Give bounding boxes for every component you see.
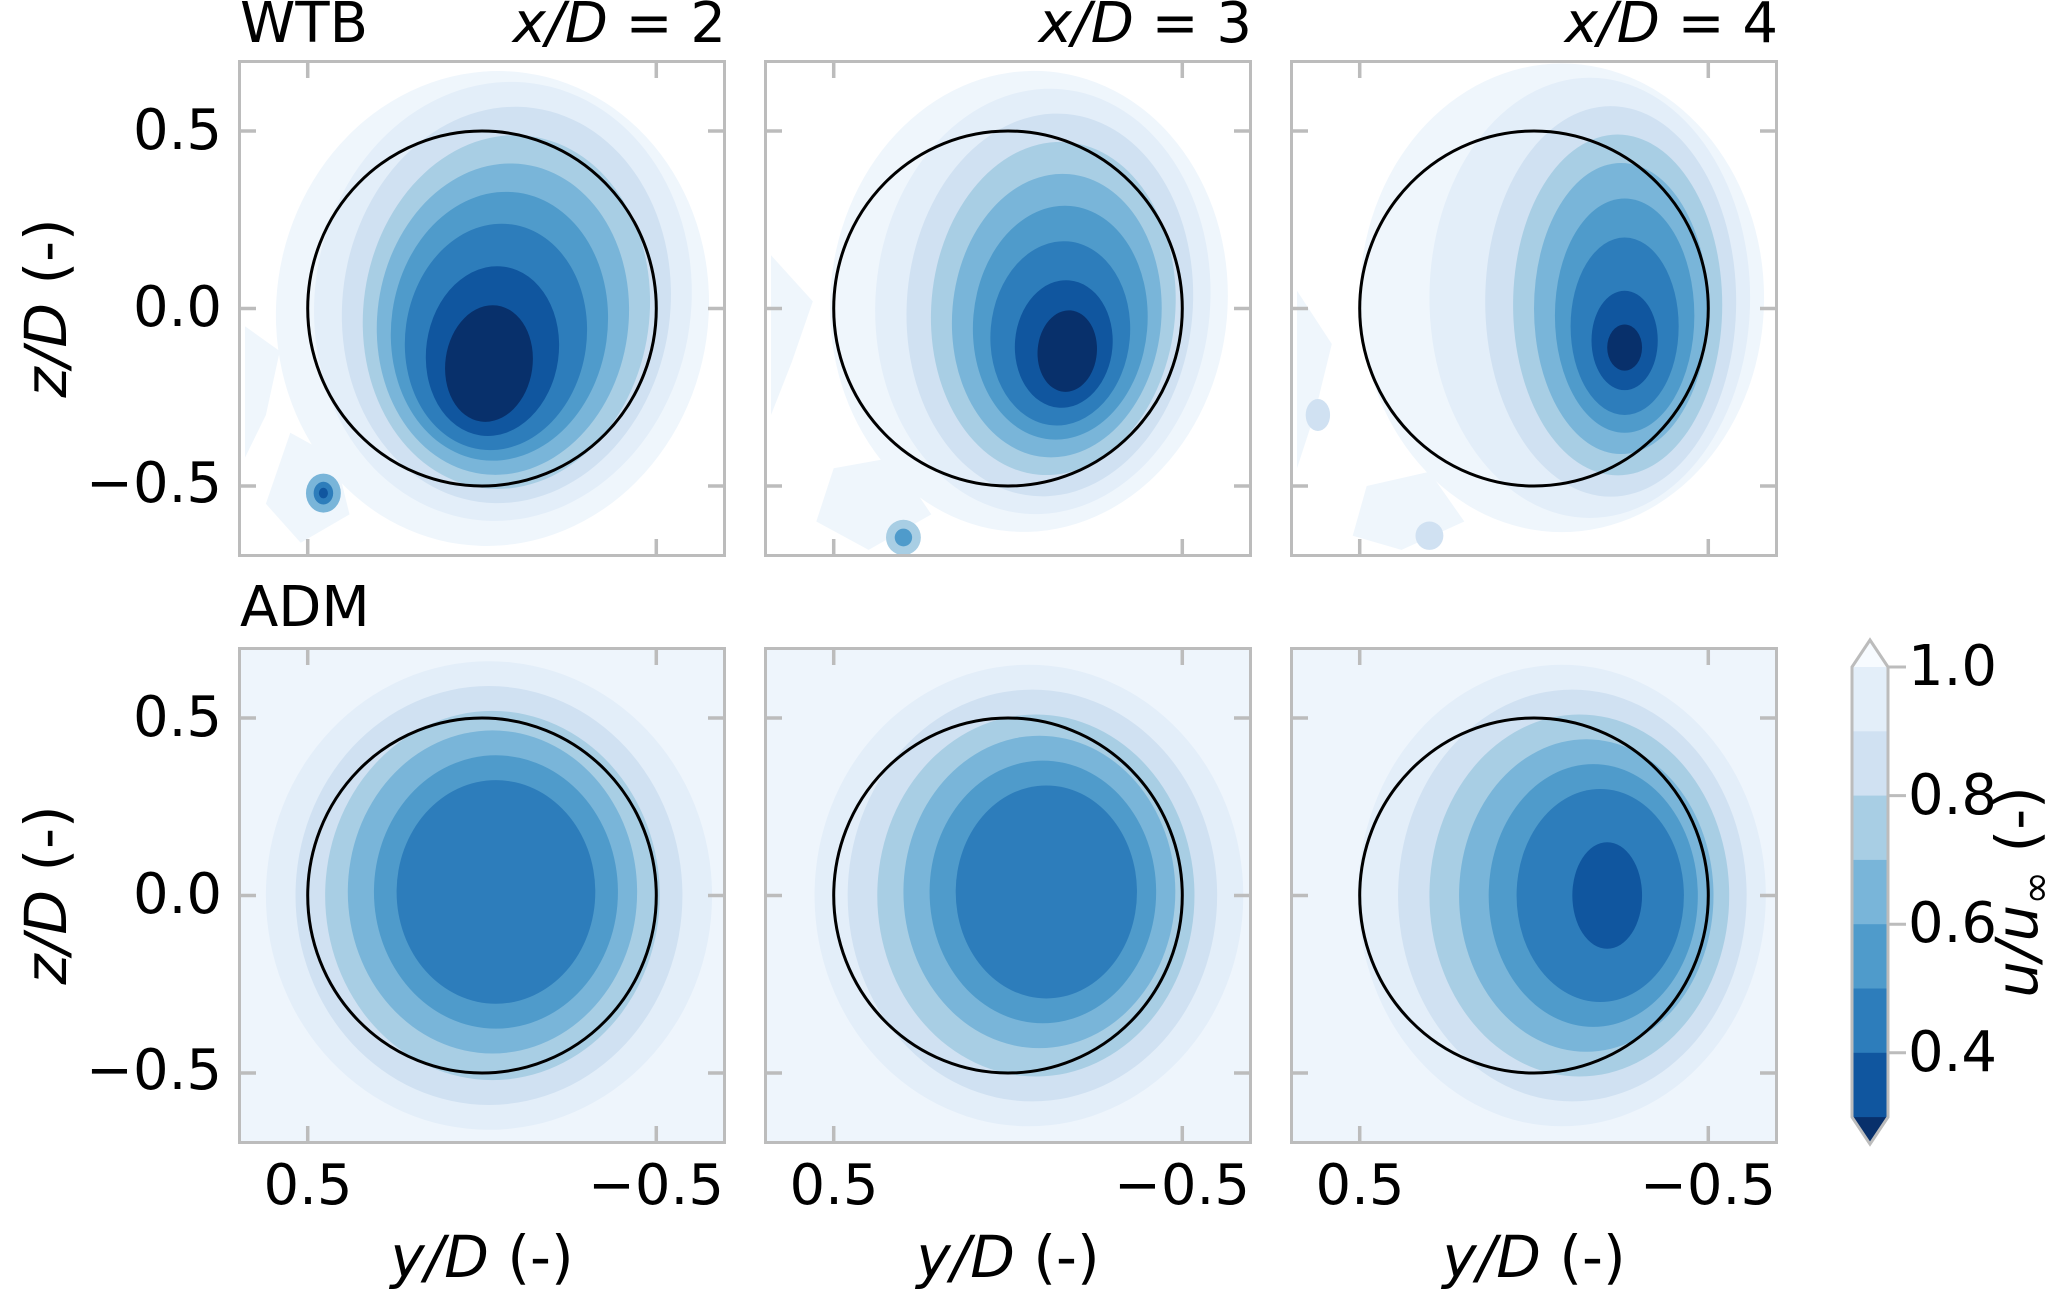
contour-ring-level-0.4 [955, 785, 1137, 999]
colorbar-band [1852, 859, 1888, 925]
contour-plot-svg [238, 647, 726, 1144]
colorbar-under-arrow [1852, 1117, 1888, 1145]
y-tick-label: 0.5 [132, 98, 222, 163]
title-variable: x/D [512, 0, 608, 56]
y-tick-label: −0.5 [86, 1038, 222, 1103]
row-label-wtb: WTB [240, 0, 368, 56]
x-axis-variable: y/D [916, 1223, 1015, 1291]
colorbar-band [1852, 924, 1888, 990]
title-value: = 4 [1659, 0, 1778, 56]
y-tick-label: 0.0 [132, 275, 222, 340]
contour-plot-svg [764, 647, 1252, 1144]
rotor-circle-outline [832, 716, 1184, 1075]
x-tick-label: 0.5 [263, 1153, 353, 1218]
x-tick-label: 0.5 [789, 1153, 879, 1218]
contour-panel-wtb-xd4 [1290, 60, 1778, 557]
contour-plot-svg [1290, 647, 1778, 1144]
contour-spot [1305, 399, 1331, 431]
x-tick-label: −0.5 [1114, 1153, 1250, 1218]
title-variable: x/D [1564, 0, 1660, 56]
axes-frame [764, 60, 1252, 557]
axes-frame [764, 647, 1252, 1144]
y-tick-label: −0.5 [86, 451, 222, 516]
panel-title-xd2: x/D = 2 [306, 0, 726, 52]
contour-panel-adm-xd2 [238, 647, 726, 1144]
colorbar-over-arrow [1852, 640, 1888, 667]
rotor-circle-outline [306, 129, 658, 488]
contour-panel-wtb-xd2 [238, 60, 726, 557]
x-axis-unit: (-) [1540, 1223, 1626, 1291]
rotor-circle-outline [832, 129, 1184, 488]
contour-patch [771, 255, 813, 415]
colorbar-label-unit: (-) [1982, 786, 2051, 871]
x-tick-label: −0.5 [588, 1153, 724, 1218]
colorbar-tick-label: 1.0 [1908, 634, 1998, 699]
colorbar-label-subscript: ∞ [2011, 870, 2060, 905]
x-axis-label: y/D (-) [390, 1228, 573, 1286]
contour-ring-level-0.25 [1037, 310, 1097, 392]
colorbar-tick-label: 0.4 [1908, 1020, 1998, 1085]
contour-ring-level-0.35 [1572, 842, 1643, 949]
rotor-circle-outline [1358, 716, 1710, 1075]
x-axis-label: y/D (-) [916, 1228, 1099, 1286]
y-tick-label: 0.5 [132, 685, 222, 750]
y-tick-label: 0.0 [132, 862, 222, 927]
colorbar-band [1852, 667, 1888, 733]
rotor-circle-outline [306, 716, 658, 1075]
x-axis-unit: (-) [488, 1223, 574, 1291]
contour-panel-adm-xd4 [1290, 647, 1778, 1144]
colorbar-band [1852, 1052, 1888, 1118]
x-tick-label: −0.5 [1640, 1153, 1776, 1218]
x-axis-variable: y/D [390, 1223, 489, 1291]
axes-frame [1290, 60, 1778, 557]
x-axis-unit: (-) [1014, 1223, 1100, 1291]
title-variable: x/D [1038, 0, 1134, 56]
x-axis-label: y/D (-) [1442, 1228, 1625, 1286]
x-axis-variable: y/D [1442, 1223, 1541, 1291]
x-tick-label: 0.5 [1315, 1153, 1405, 1218]
colorbar [1840, 634, 1910, 1158]
contour-spot [1415, 521, 1444, 550]
contour-ring-level-0.4 [396, 780, 596, 1004]
rotor-circle-outline [1358, 129, 1710, 488]
colorbar-tick-label: 0.6 [1908, 891, 1998, 956]
colorbar-svg [1850, 637, 1906, 1147]
contour-panel-wtb-xd3 [764, 60, 1252, 557]
contour-ring-level-0.25 [1607, 324, 1643, 371]
axes-frame [1290, 647, 1778, 1144]
row-label-adm: ADM [240, 575, 370, 640]
title-value: = 2 [607, 0, 726, 56]
colorbar-band [1852, 795, 1888, 861]
contour-panel-adm-xd3 [764, 647, 1252, 1144]
colorbar-tick-label: 0.8 [1908, 763, 1998, 828]
contour-plot-svg [1290, 60, 1778, 557]
axes-frame [238, 647, 726, 1144]
contour-plot-svg [764, 60, 1252, 557]
axes-frame [238, 60, 726, 557]
colorbar-outline [1850, 637, 1890, 1147]
contour-plot-svg [238, 60, 726, 557]
panel-title-xd4: x/D = 4 [1358, 0, 1778, 52]
colorbar-band [1852, 731, 1888, 797]
contour-spot [894, 528, 913, 547]
contour-spot [318, 487, 328, 499]
contour-patch [245, 326, 280, 458]
contour-patch [1297, 290, 1332, 469]
panel-title-xd3: x/D = 3 [832, 0, 1252, 52]
colorbar-band [1852, 988, 1888, 1054]
title-value: = 3 [1133, 0, 1252, 56]
colorbar-label: u/u∞ (-) [1983, 786, 2060, 998]
colorbar-label-variable: u/u [1982, 904, 2051, 998]
contour-ring-level-0.25 [445, 305, 533, 422]
